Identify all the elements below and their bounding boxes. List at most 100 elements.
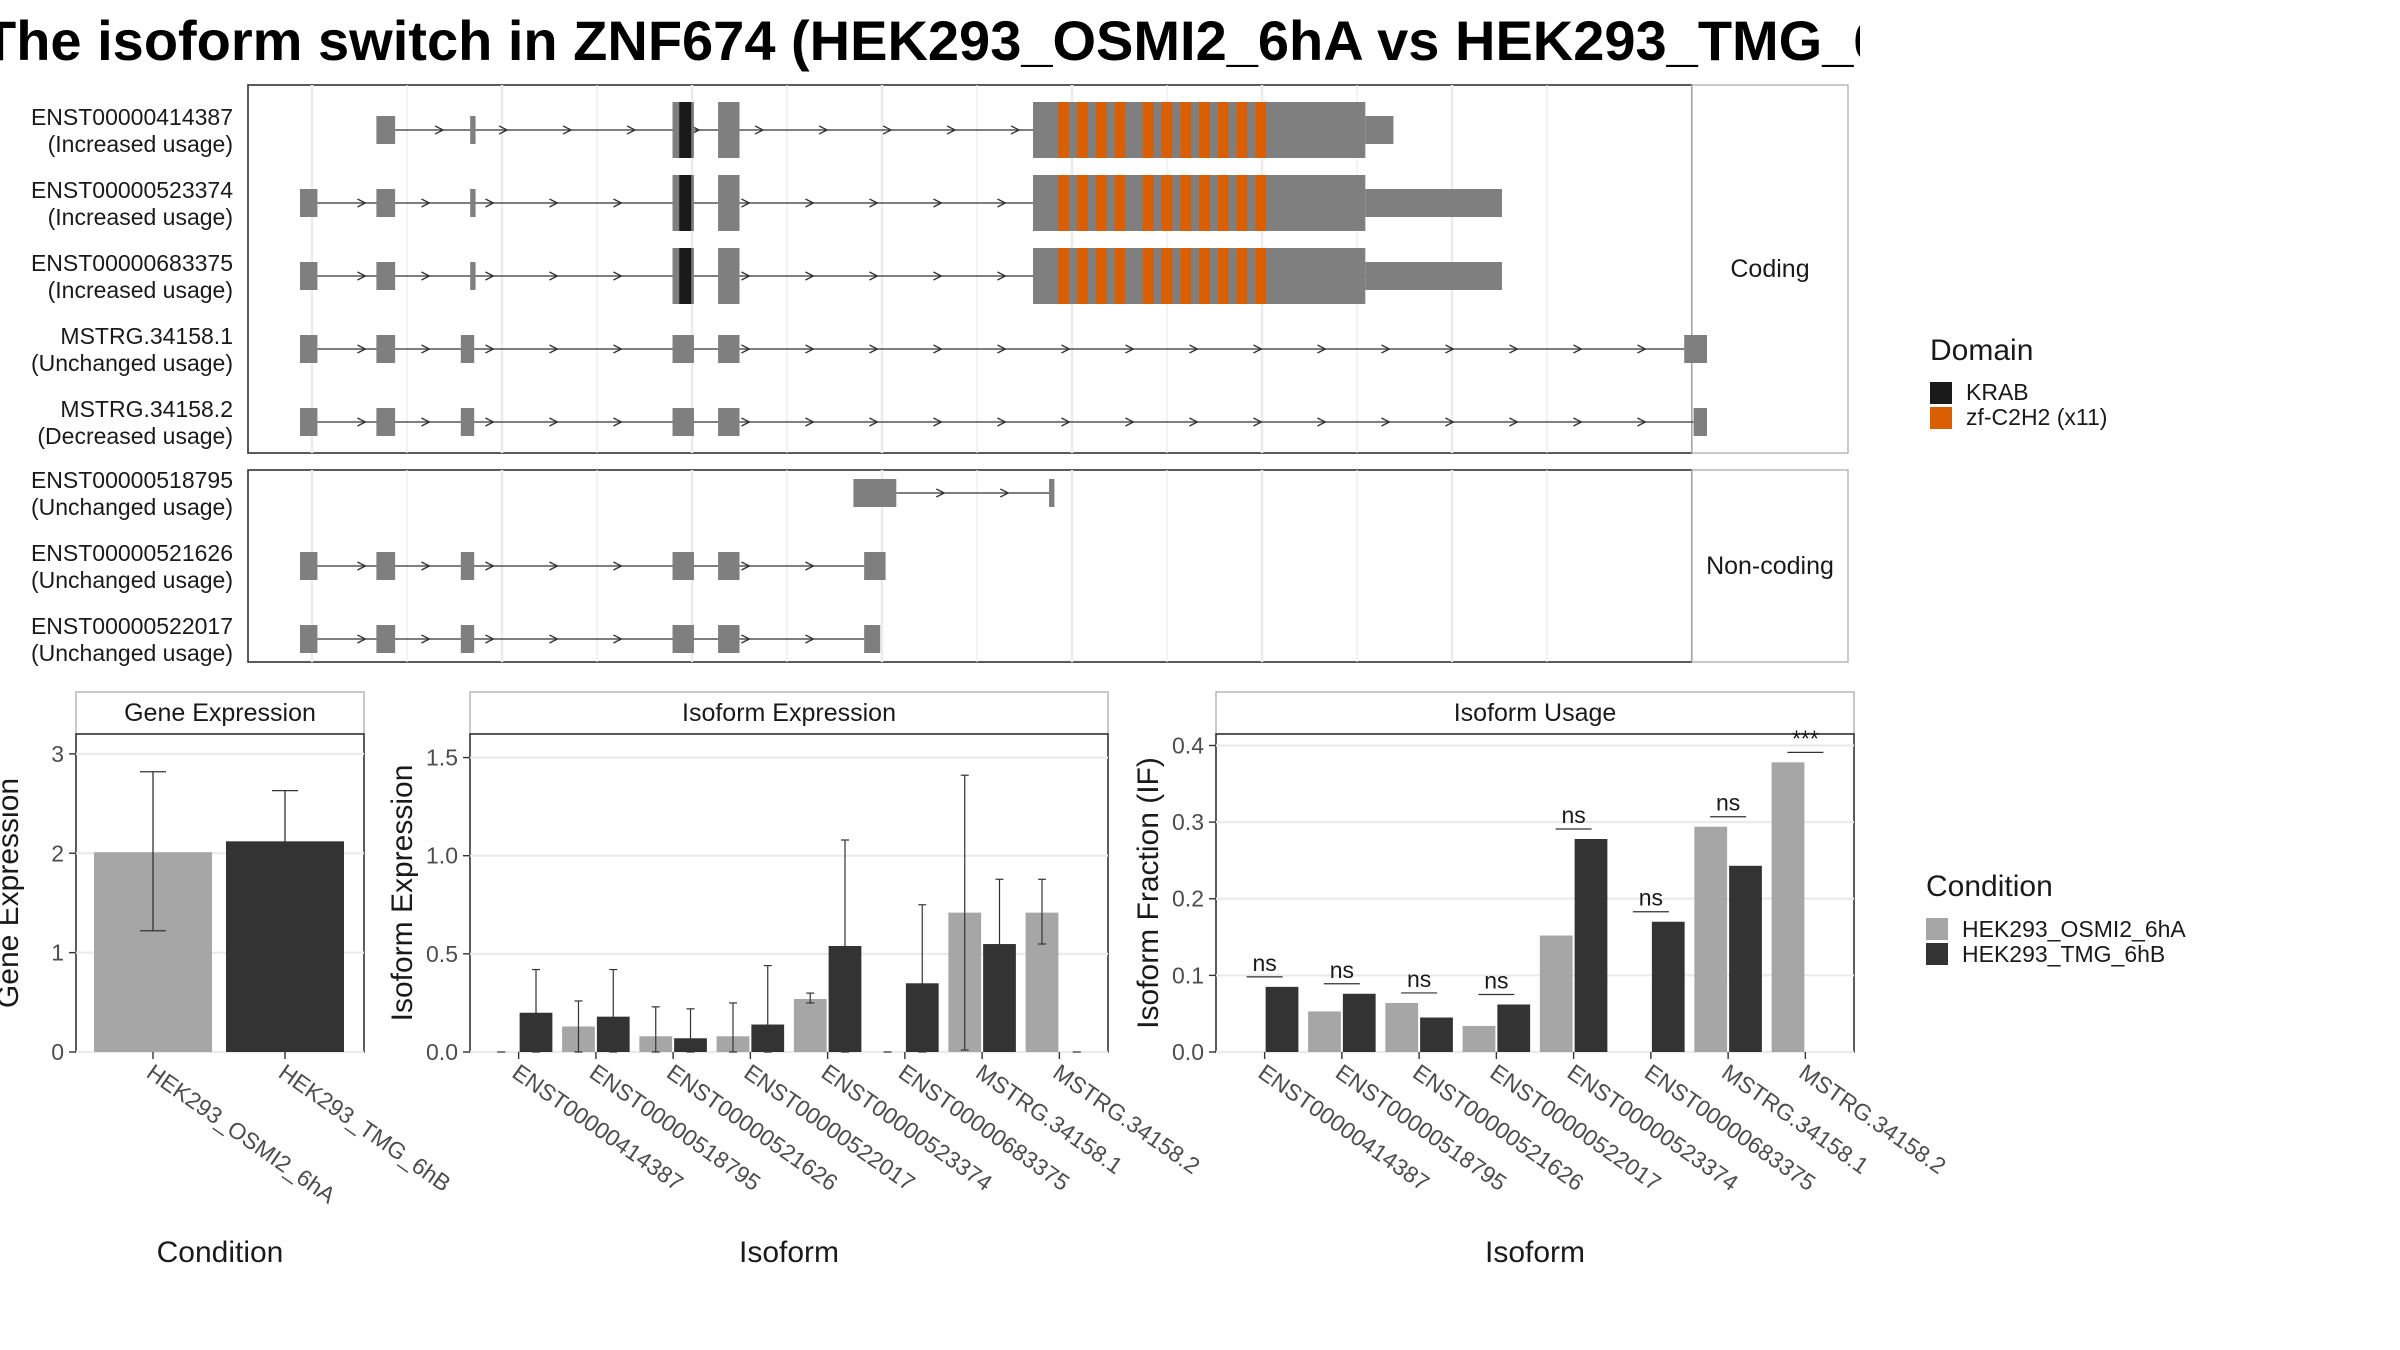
transcript-ENST00000523374 [300, 175, 1502, 231]
strand-arrow [933, 417, 943, 427]
strand-arrow [741, 634, 751, 644]
zf-c2h2-domain [1058, 175, 1070, 231]
exon [460, 335, 475, 363]
panel-strip-2 [469, 691, 1109, 735]
strand-arrow [882, 125, 893, 135]
exon [1684, 335, 1707, 363]
exon [376, 552, 396, 580]
transcript-usage-label: (Unchanged usage) [31, 567, 233, 593]
strand-arrow [1381, 344, 1391, 354]
y-tick-label: 0.5 [426, 941, 458, 967]
strand-arrow [997, 417, 1007, 427]
transcript-ENST00000522017 [300, 625, 881, 653]
strand-arrow [741, 561, 751, 571]
exon [718, 552, 740, 580]
strand-arrow [549, 634, 559, 644]
strand-arrow [1573, 417, 1583, 427]
strand-arrow [1445, 417, 1455, 427]
strand-arrow [1125, 344, 1135, 354]
transcript-usage-label: (Increased usage) [48, 277, 233, 303]
transcript-usage-label: (Increased usage) [48, 131, 233, 157]
transcript-id-label: MSTRG.34158.1 [60, 323, 233, 349]
krab-domain [679, 248, 692, 304]
domain-legend-title: Domain [1930, 334, 2033, 367]
significance-label: ns [1484, 967, 1508, 993]
strand-arrow [1189, 417, 1199, 427]
zf-c2h2-domain [1077, 175, 1088, 231]
exon [718, 248, 740, 304]
strand-arrow [933, 271, 943, 281]
bar-condition-b [1497, 1004, 1531, 1052]
exon [300, 552, 318, 580]
y-axis-label: Isoform Expression [386, 765, 419, 1022]
exon [718, 625, 740, 653]
zf-c2h2-domain [1255, 175, 1267, 231]
exon [376, 625, 396, 653]
zf-c2h2-domain [1142, 248, 1154, 304]
strand-arrow [1445, 344, 1455, 354]
strand-arrow [997, 271, 1007, 281]
strand-arrow [421, 634, 431, 644]
exon [718, 408, 740, 436]
zf-c2h2-domain [1161, 248, 1173, 304]
transcript-ENST00000518795 [853, 479, 1055, 507]
strand-arrow [869, 198, 879, 208]
strand-arrow [1189, 344, 1199, 354]
transcript-id-label: ENST00000414387 [31, 104, 233, 130]
transcript-id-label: ENST00000523374 [31, 177, 233, 203]
exon [376, 116, 396, 144]
zf-c2h2-domain [1255, 102, 1267, 158]
strand-arrow [421, 561, 431, 571]
bar-condition-b [1574, 838, 1608, 1052]
exon [864, 552, 886, 580]
strand-arrow [613, 198, 623, 208]
transcript-MSTRG.34158.2 [300, 408, 1707, 436]
strand-arrow [421, 198, 431, 208]
strand-arrow [549, 417, 559, 427]
panel-title-3: Isoform Usage [1454, 699, 1617, 727]
krab-domain [679, 102, 692, 158]
y-axis-label: Gene Expression [0, 778, 25, 1008]
strand-arrow [613, 634, 623, 644]
condition-legend-label: HEK293_OSMI2_6hA [1962, 916, 2186, 942]
strand-arrow [613, 344, 623, 354]
strand-arrow [869, 417, 879, 427]
exon [460, 552, 475, 580]
facet-label-coding: Coding [1730, 255, 1809, 283]
strand-arrow [741, 271, 751, 281]
zf-c2h2-domain [1199, 248, 1210, 304]
strand-arrow [626, 125, 637, 135]
y-tick-label: 0.1 [1172, 962, 1204, 988]
exon [864, 625, 881, 653]
strand-arrow [1253, 417, 1263, 427]
panel-title-2: Isoform Expression [682, 699, 896, 727]
significance-label: ns [1407, 966, 1431, 992]
strand-arrow [869, 344, 879, 354]
exon [672, 552, 694, 580]
zf-c2h2-domain [1161, 102, 1173, 158]
condition-legend-key [1926, 918, 1948, 940]
bar-condition-b [1420, 1017, 1453, 1052]
y-tick-label: 2 [51, 840, 64, 866]
strand-arrow [1317, 344, 1327, 354]
domain-legend-key [1930, 382, 1952, 404]
strand-arrow [1381, 417, 1391, 427]
domain-legend-key [1930, 407, 1952, 429]
transcript-usage-label: (Increased usage) [48, 204, 233, 230]
exon [470, 116, 476, 144]
transcript-id-label: ENST00000521626 [31, 540, 233, 566]
exon [672, 335, 694, 363]
exon [1365, 189, 1502, 217]
exon [376, 335, 396, 363]
strand-arrow [421, 417, 431, 427]
exon [1365, 116, 1394, 144]
strand-arrow [933, 344, 943, 354]
transcript-usage-label: (Unchanged usage) [31, 350, 233, 376]
exon [1693, 408, 1707, 436]
zf-c2h2-domain [1161, 175, 1173, 231]
zf-c2h2-domain [1180, 248, 1192, 304]
panel-strip-1 [75, 691, 365, 735]
strand-arrow [357, 344, 367, 354]
strand-arrow [485, 634, 495, 644]
x-axis-label: Isoform [739, 1236, 839, 1269]
